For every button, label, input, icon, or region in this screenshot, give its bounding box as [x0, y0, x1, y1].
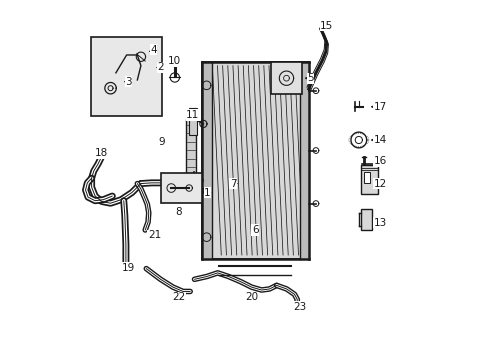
Text: 23: 23 — [293, 302, 306, 312]
Bar — [185, 119, 196, 173]
Text: 12: 12 — [373, 179, 386, 189]
Text: 19: 19 — [122, 262, 135, 273]
Text: 10: 10 — [168, 57, 181, 66]
Bar — [201, 62, 308, 258]
Bar — [91, 37, 162, 116]
Text: 2: 2 — [157, 63, 163, 72]
Bar — [271, 62, 301, 94]
Text: 21: 21 — [147, 230, 161, 240]
Text: 11: 11 — [186, 110, 199, 120]
Text: 13: 13 — [373, 218, 386, 228]
Text: 17: 17 — [373, 102, 386, 112]
Bar — [360, 209, 371, 230]
Text: 14: 14 — [373, 135, 386, 145]
Text: 3: 3 — [125, 77, 131, 87]
Text: 20: 20 — [244, 292, 258, 302]
Bar — [189, 108, 197, 135]
Text: 16: 16 — [373, 157, 386, 166]
Text: 9: 9 — [158, 138, 164, 148]
Text: 5: 5 — [306, 73, 313, 83]
Text: 4: 4 — [150, 45, 156, 55]
Bar — [299, 62, 308, 258]
Text: 18: 18 — [95, 148, 108, 158]
Bar — [360, 165, 378, 194]
Text: 1: 1 — [203, 188, 210, 198]
Text: 22: 22 — [171, 292, 184, 302]
Text: 8: 8 — [175, 207, 182, 217]
Text: 7: 7 — [229, 179, 236, 189]
Bar — [160, 173, 201, 203]
Bar — [201, 62, 211, 258]
Bar — [363, 172, 369, 183]
Text: 15: 15 — [319, 21, 333, 31]
Text: 6: 6 — [251, 225, 258, 235]
